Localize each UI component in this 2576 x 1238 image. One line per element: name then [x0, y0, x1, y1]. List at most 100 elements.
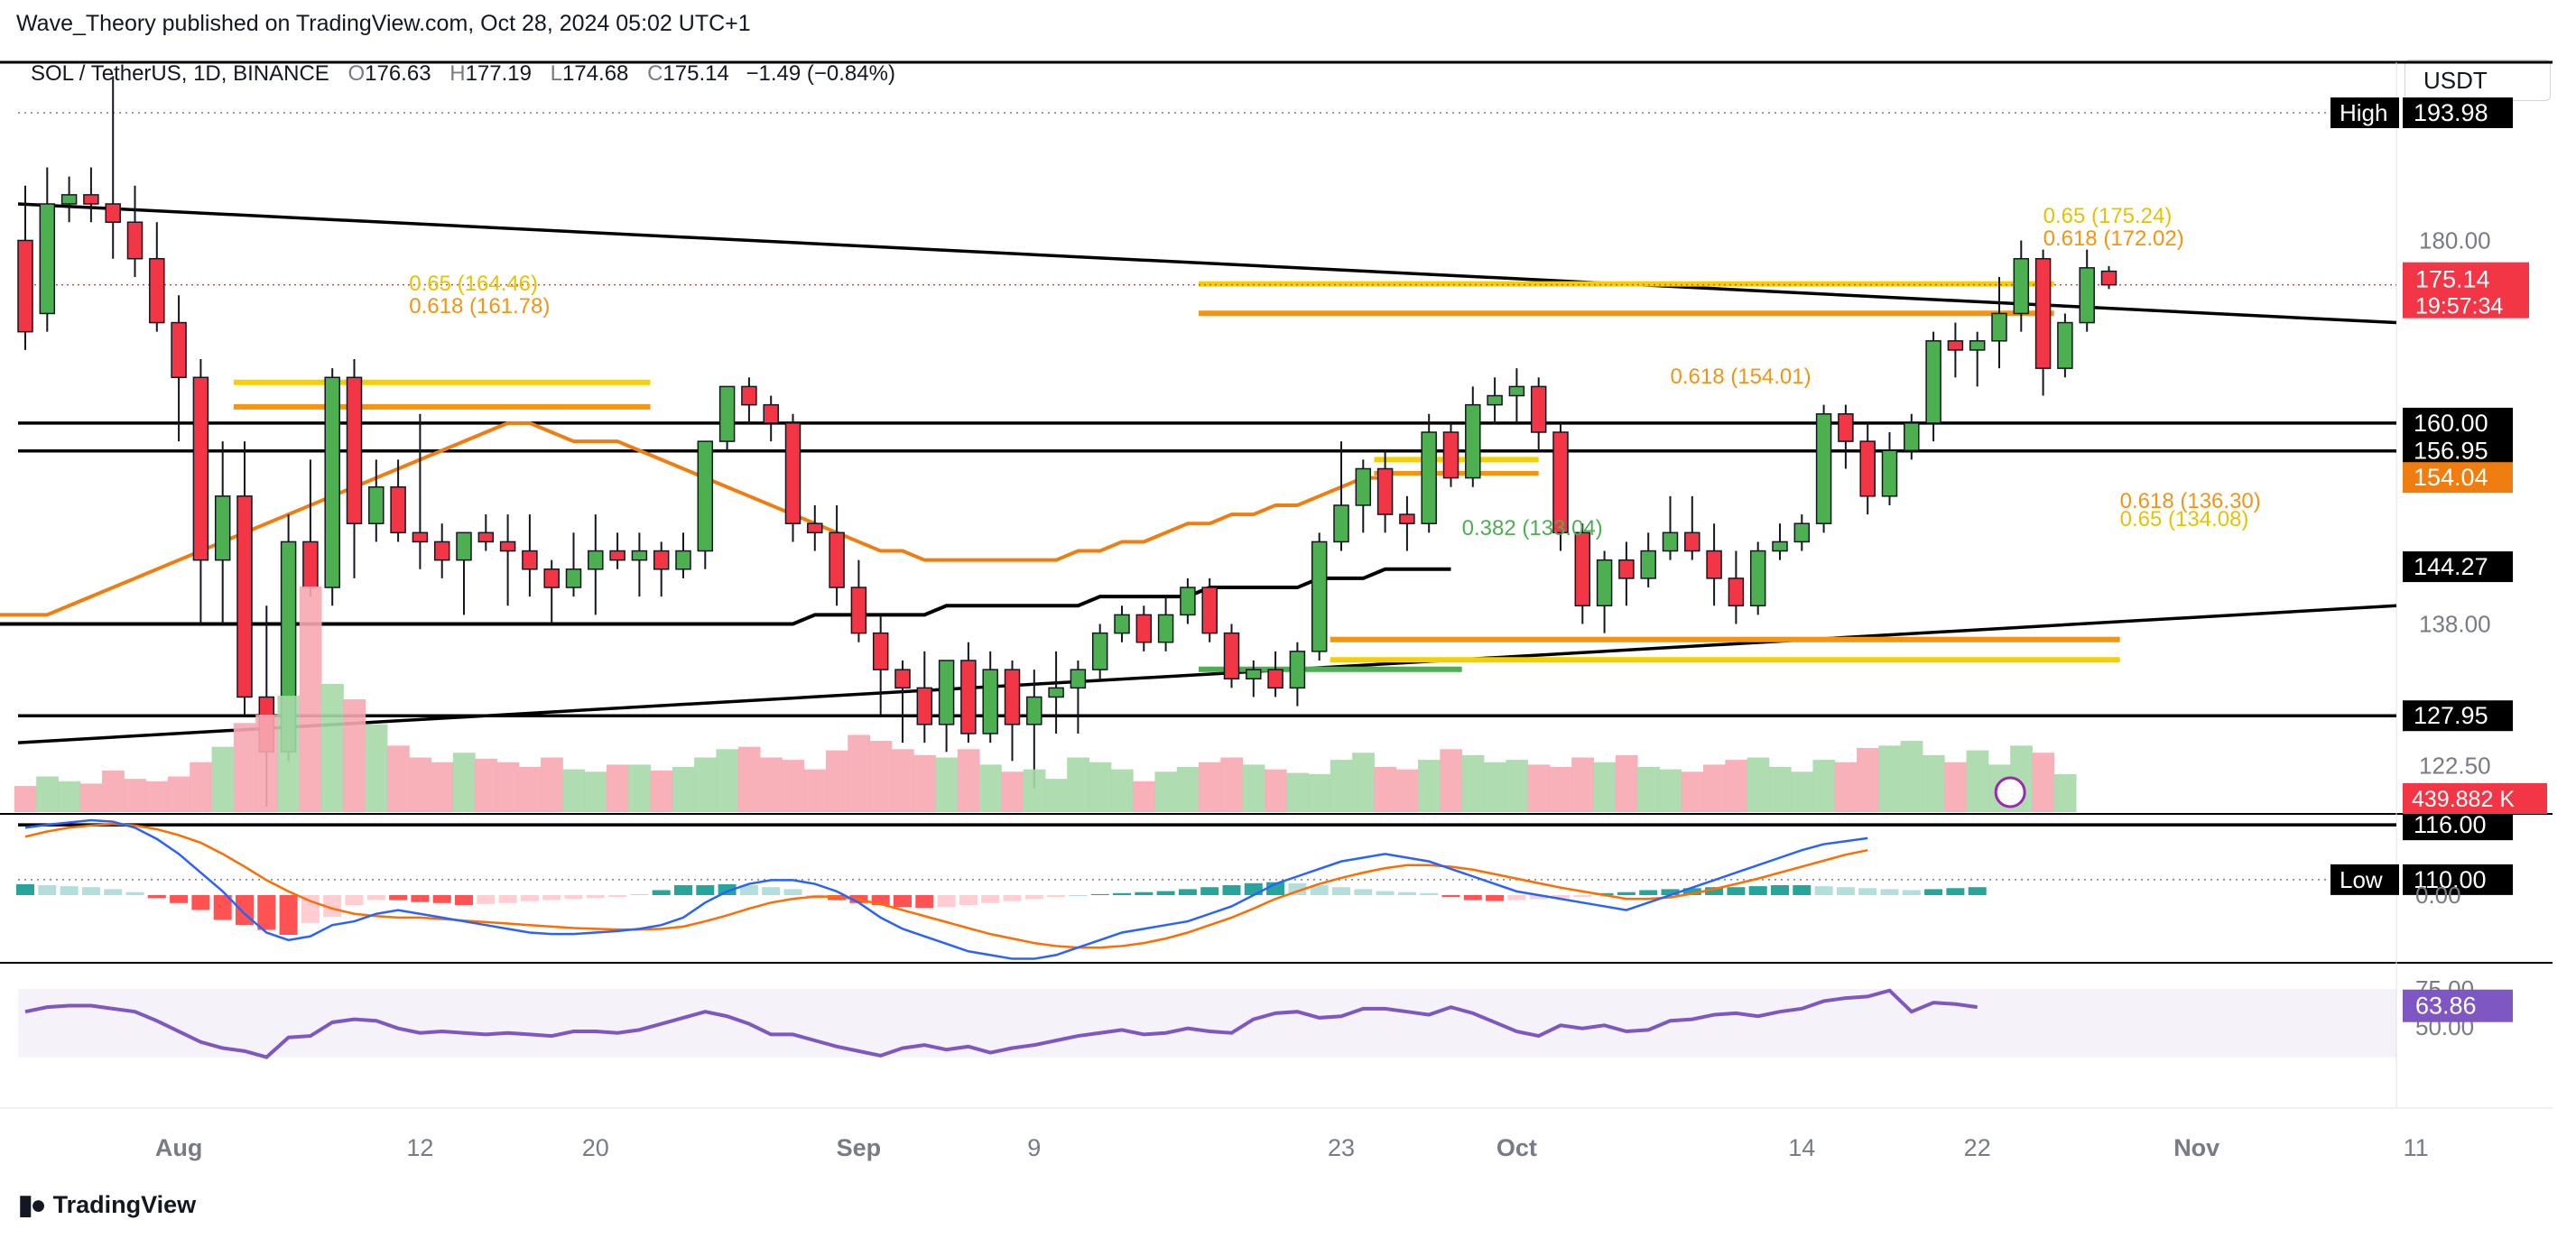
macd-histogram-bar: [1463, 895, 1482, 901]
brand[interactable]: ▮● TradingView: [18, 1189, 196, 1221]
volume-bar: [1615, 754, 1638, 812]
candle-body: [192, 376, 209, 561]
candle: [1048, 651, 1064, 734]
volume-bar: [1527, 764, 1551, 812]
candle: [1246, 660, 1262, 698]
macd-histogram-bar: [16, 883, 34, 895]
macd-histogram-bar: [674, 885, 692, 895]
macd-histogram-bar: [1420, 892, 1439, 895]
volume-bar: [1154, 771, 1178, 812]
volume-bar: [1791, 771, 1813, 812]
macd-histogram-bar: [1727, 887, 1746, 895]
x-tick-label: 14: [1788, 1134, 1815, 1161]
macd-histogram-bar: [871, 895, 890, 905]
volume-bar: [1395, 769, 1419, 812]
volume-bar: [14, 786, 37, 812]
volume-bar: [1702, 764, 1726, 812]
macd-histogram-bar: [1354, 889, 1373, 895]
candle-body: [214, 495, 231, 561]
macd-histogram-bar: [1069, 895, 1088, 896]
candle: [1070, 660, 1087, 734]
candle: [1114, 605, 1130, 642]
candle-body: [1333, 504, 1349, 543]
macd-histogram-bar: [1682, 888, 1701, 895]
symbol-name[interactable]: SOL / TetherUS, 1D, BINANCE: [31, 61, 329, 86]
candle-body: [565, 568, 582, 588]
currency-button[interactable]: USDT: [2405, 60, 2551, 101]
price-tag-value: 144.27: [2414, 553, 2488, 580]
candle: [412, 413, 429, 569]
macd-histogram-bar: [1113, 892, 1131, 895]
candle-body: [522, 550, 538, 570]
candle-body: [894, 669, 911, 689]
candle-body: [829, 531, 845, 588]
candle-body: [39, 203, 56, 315]
macd-histogram-bar: [894, 895, 912, 908]
macd-histogram-bar: [1003, 895, 1022, 901]
candle: [1969, 331, 1986, 387]
candle-body: [1376, 467, 1394, 515]
candle-body: [653, 550, 670, 570]
volume-bar: [1747, 757, 1770, 812]
candle: [741, 377, 757, 423]
macd-signal-line: [24, 822, 1868, 949]
candle-body: [1311, 540, 1328, 652]
candle: [982, 651, 998, 744]
price-tag-text: Low: [2340, 866, 2383, 893]
volume-bar: [255, 715, 278, 812]
macd-histogram-bar: [1156, 891, 1175, 895]
x-tick-label: 22: [1964, 1134, 1991, 1161]
candle-body: [1684, 531, 1700, 552]
volume-bar: [935, 757, 959, 812]
candle-body: [1596, 559, 1613, 607]
volume-bar: [190, 762, 213, 812]
candle-body: [1399, 513, 1415, 524]
candle: [1728, 550, 1745, 624]
candle: [1881, 431, 1898, 505]
high-label: H: [449, 61, 466, 86]
candle-body: [149, 257, 165, 324]
macd-histogram-bar: [1771, 885, 1789, 895]
candle-body: [1201, 587, 1218, 634]
macd-histogram-bar: [762, 887, 781, 895]
volume-bar: [431, 762, 454, 812]
candle-body: [1048, 687, 1064, 698]
candle: [105, 76, 121, 259]
candle: [83, 167, 99, 223]
candle-body: [1246, 669, 1262, 679]
candle-body: [17, 239, 33, 333]
volume-bar: [1220, 757, 1244, 812]
macd-histogram-bar: [608, 895, 627, 898]
volume-bar: [672, 767, 695, 812]
macd-histogram-bar: [1376, 891, 1395, 895]
volume-bar: [1966, 750, 1989, 812]
macd-histogram-bar: [1858, 888, 1877, 895]
price-tag: [2403, 700, 2513, 732]
candle-body: [763, 403, 779, 424]
volume-bar: [233, 723, 256, 812]
candle-body: [105, 203, 121, 223]
volume-bar: [1352, 753, 1375, 812]
candle: [565, 532, 582, 597]
open-value: 176.63: [365, 61, 431, 86]
candle: [1772, 523, 1788, 560]
volume-bar: [562, 769, 586, 812]
volume-bar: [211, 746, 235, 812]
volume-bar: [584, 771, 607, 812]
macd-histogram-bar: [1529, 895, 1548, 900]
candle: [543, 559, 560, 624]
volume-bar: [650, 770, 673, 812]
macd-histogram-bar: [432, 895, 451, 903]
candle: [1004, 660, 1021, 762]
alert-icon: [1994, 776, 2026, 808]
candle: [960, 642, 977, 744]
candle-body: [718, 385, 736, 442]
candle-body: [1881, 449, 1898, 497]
candle-body: [1530, 385, 1547, 433]
candle-body: [1793, 522, 1811, 543]
macd-histogram-bar: [389, 895, 408, 901]
macd-histogram-bar: [1793, 885, 1812, 895]
macd-histogram-bar: [1902, 890, 1921, 895]
candle: [1618, 541, 1635, 606]
